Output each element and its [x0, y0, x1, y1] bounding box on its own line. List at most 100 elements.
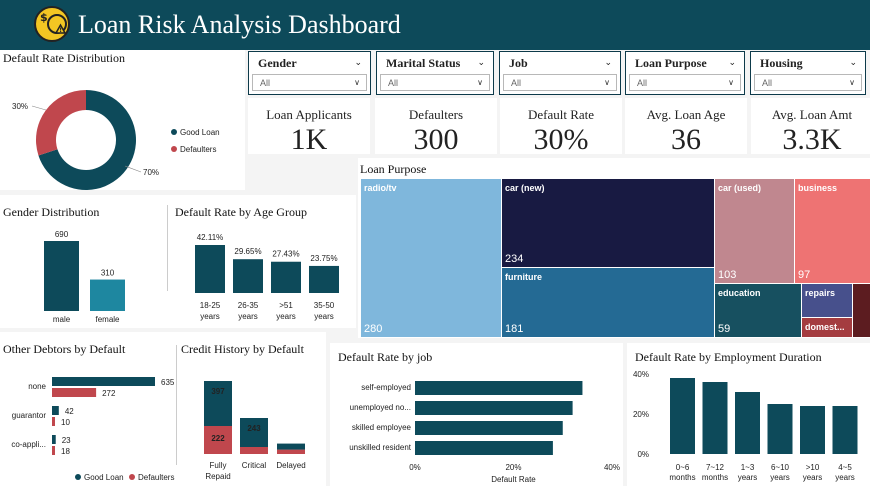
chevron-down-icon[interactable]: ⌄ — [604, 57, 612, 67]
treemap-tile-3[interactable]: car (used) 103 — [715, 179, 794, 283]
housing-slicer[interactable]: Housing ⌄ All ∨ — [750, 51, 866, 95]
category-label: years — [200, 312, 220, 321]
debtor-bar[interactable] — [52, 388, 97, 397]
donut-leader-line — [124, 165, 142, 173]
category-label: skilled employee — [352, 423, 412, 432]
debtor-bar[interactable] — [52, 446, 55, 455]
svg-text:$: $ — [40, 11, 48, 24]
treemap-tile-2[interactable]: furniture 181 — [502, 268, 714, 337]
housing-dropdown[interactable]: All ∨ — [754, 74, 862, 91]
job-bar[interactable] — [415, 381, 583, 395]
gender-slicer[interactable]: Gender ⌄ All ∨ — [248, 51, 371, 95]
category-label: 26-35 — [238, 301, 259, 310]
credit-bar-defaulters[interactable] — [277, 449, 305, 454]
treemap-label: business — [798, 183, 838, 193]
chevron-down-icon[interactable]: ⌄ — [477, 57, 485, 67]
age-bar[interactable] — [271, 261, 301, 293]
slicer-label: Marital Status — [386, 56, 461, 70]
treemap-tile-7[interactable]: domest... — [802, 318, 852, 337]
slicer-label: Housing — [760, 56, 803, 70]
chevron-down-icon[interactable]: ∨ — [354, 78, 360, 87]
category-label: months — [702, 473, 728, 482]
gender-bar[interactable] — [90, 279, 125, 311]
category-label: 4~5 — [838, 463, 852, 472]
donut-slice-0[interactable] — [38, 90, 136, 190]
treemap-label: car (new) — [505, 183, 545, 193]
category-label: co-appli... — [11, 440, 46, 449]
chevron-down-icon[interactable]: ∨ — [728, 78, 734, 87]
treemap-label: domest... — [805, 322, 845, 332]
kpi-value: 300 — [413, 123, 459, 156]
age-bar[interactable] — [233, 259, 263, 293]
category-label: 6~10 — [771, 463, 790, 472]
legend-label: Defaulters — [180, 145, 216, 154]
chevron-down-icon[interactable]: ∨ — [477, 78, 483, 87]
employment-bar[interactable] — [800, 406, 825, 454]
data-label: 272 — [102, 389, 116, 398]
gender-bar-chart: 690 male 310 female — [44, 230, 125, 324]
kpi-card: Loan Applicants 1K — [248, 98, 370, 156]
category-label: 7~12 — [706, 463, 725, 472]
marital-status-dropdown[interactable]: All ∨ — [380, 74, 490, 91]
loan-purpose-treemap: radio/tv 280 car (new) 234 furniture 181 car (… — [361, 179, 870, 337]
age-group-bar-chart: 42.11% 18-25 years 29.65% 26-35 years 27.43% >5… — [195, 233, 339, 321]
credit-bar-good[interactable] — [277, 443, 305, 450]
treemap-tile-4[interactable]: business 97 — [795, 179, 870, 283]
gender-bar[interactable] — [44, 241, 79, 311]
gender-dropdown[interactable]: All ∨ — [252, 74, 367, 91]
age-bar[interactable] — [195, 245, 225, 293]
kpi-value: 36 — [671, 123, 701, 156]
treemap-value: 280 — [364, 323, 383, 335]
age-bar[interactable] — [309, 265, 339, 293]
employment-bar[interactable] — [670, 378, 695, 454]
debtor-bar[interactable] — [52, 435, 56, 444]
employment-bar[interactable] — [702, 382, 728, 454]
treemap-tile-1[interactable]: car (new) 234 — [502, 179, 714, 267]
kpi-card: Avg. Loan Amt 3.3K — [751, 98, 870, 156]
slicer-label: Job — [509, 56, 528, 70]
job-slicer[interactable]: Job ⌄ All ∨ — [499, 51, 621, 95]
tick-label: 20% — [505, 463, 521, 472]
loan-purpose-slicer[interactable]: Loan Purpose ⌄ All ∨ — [625, 51, 745, 95]
panel-title: Default Rate by job — [338, 350, 433, 364]
category-label: years — [770, 473, 790, 482]
chevron-down-icon[interactable]: ∨ — [604, 78, 610, 87]
credit-bar-defaulters[interactable] — [204, 426, 232, 454]
category-label: 18-25 — [200, 301, 221, 310]
job-bar[interactable] — [415, 421, 563, 435]
donut-slice-1[interactable] — [35, 90, 86, 156]
treemap-tile-0[interactable]: radio/tv 280 — [361, 179, 501, 337]
treemap-value: 97 — [798, 269, 811, 281]
treemap-value: 181 — [505, 323, 524, 335]
legend-label: Good Loan — [180, 128, 220, 137]
treemap-tile-other[interactable] — [853, 284, 870, 337]
job-bar[interactable] — [415, 401, 573, 415]
job-bar[interactable] — [415, 441, 553, 455]
legend-marker — [171, 129, 177, 135]
loan-purpose-dropdown[interactable]: All ∨ — [629, 74, 741, 91]
credit-bar-defaulters[interactable] — [240, 447, 268, 454]
panel-title: Credit History by Default — [181, 342, 304, 356]
tick-label: 0% — [637, 450, 649, 459]
panel-title: Loan Purpose — [360, 162, 427, 176]
other-debtors-bar-chart: none 635 272 guarantor 42 10 co-appli... 23 18 Go… — [11, 377, 175, 482]
debtor-bar[interactable] — [52, 377, 155, 386]
chevron-down-icon[interactable]: ⌄ — [728, 57, 736, 67]
chevron-down-icon[interactable]: ⌄ — [849, 57, 857, 67]
debtor-bar[interactable] — [52, 406, 59, 415]
donut-label: 70% — [143, 168, 159, 177]
treemap-tile-6[interactable]: repairs — [802, 284, 852, 317]
job-dropdown[interactable]: All ∨ — [503, 74, 617, 91]
treemap-tile-5[interactable]: education 59 — [715, 284, 801, 337]
credit-bar-good[interactable] — [240, 418, 268, 447]
chevron-down-icon[interactable]: ⌄ — [354, 57, 362, 67]
chevron-down-icon[interactable]: ∨ — [849, 78, 855, 87]
debtor-bar[interactable] — [52, 417, 55, 426]
legend-marker — [171, 146, 177, 152]
treemap-label: car (used) — [718, 183, 762, 193]
credit-bar-good[interactable] — [204, 381, 232, 426]
employment-bar[interactable] — [735, 392, 760, 454]
marital-status-slicer[interactable]: Marital Status ⌄ All ∨ — [376, 51, 494, 95]
employment-bar[interactable] — [767, 404, 793, 454]
employment-bar[interactable] — [832, 406, 858, 454]
